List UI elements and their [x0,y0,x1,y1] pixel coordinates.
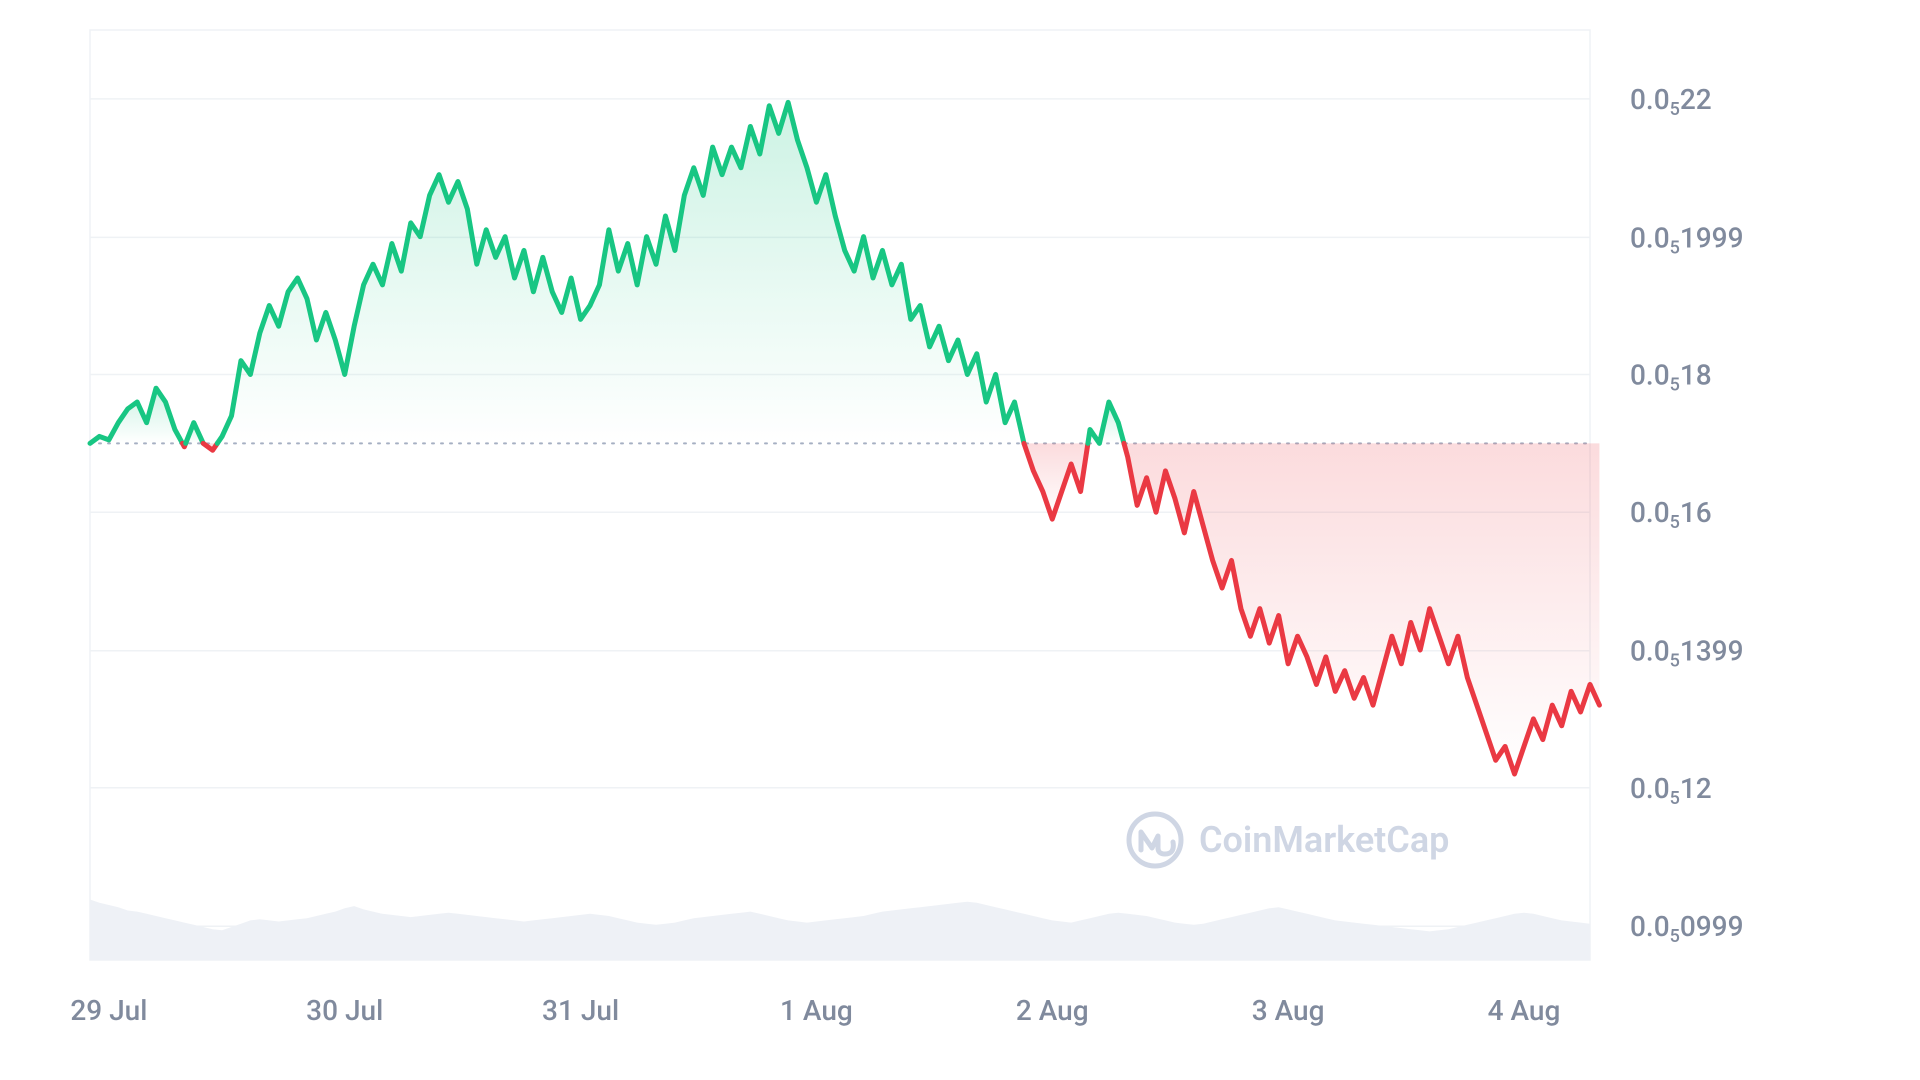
y-tick-label: 0.0512 [1630,772,1712,809]
price-chart[interactable]: 0.0522 0.051999 0.0518 0.0516 0.051399 0.0512… [0,0,1920,1080]
x-tick-label: 29 Jul [70,994,147,1027]
x-tick-label: 31 Jul [542,994,619,1027]
y-tick-label: 0.0518 [1630,358,1712,395]
x-tick-label: 1 Aug [780,994,853,1027]
chart-svg: 0.0522 0.051999 0.0518 0.0516 0.051399 0.0512… [0,0,1920,1080]
x-tick-label: 30 Jul [306,994,383,1027]
svg-text:CoinMarketCap: CoinMarketCap [1199,819,1449,861]
y-tick-label: 0.051399 [1630,635,1744,672]
y-tick-label: 0.0522 [1630,83,1712,120]
y-tick-label: 0.0516 [1630,496,1712,533]
y-tick-label: 0.051999 [1630,221,1744,258]
y-tick-label: 0.050999 [1630,910,1744,947]
x-tick-label: 4 Aug [1488,994,1561,1027]
watermark: CoinMarketCap [1129,814,1449,866]
x-tick-label: 3 Aug [1252,994,1325,1027]
x-tick-label: 2 Aug [1016,994,1089,1027]
